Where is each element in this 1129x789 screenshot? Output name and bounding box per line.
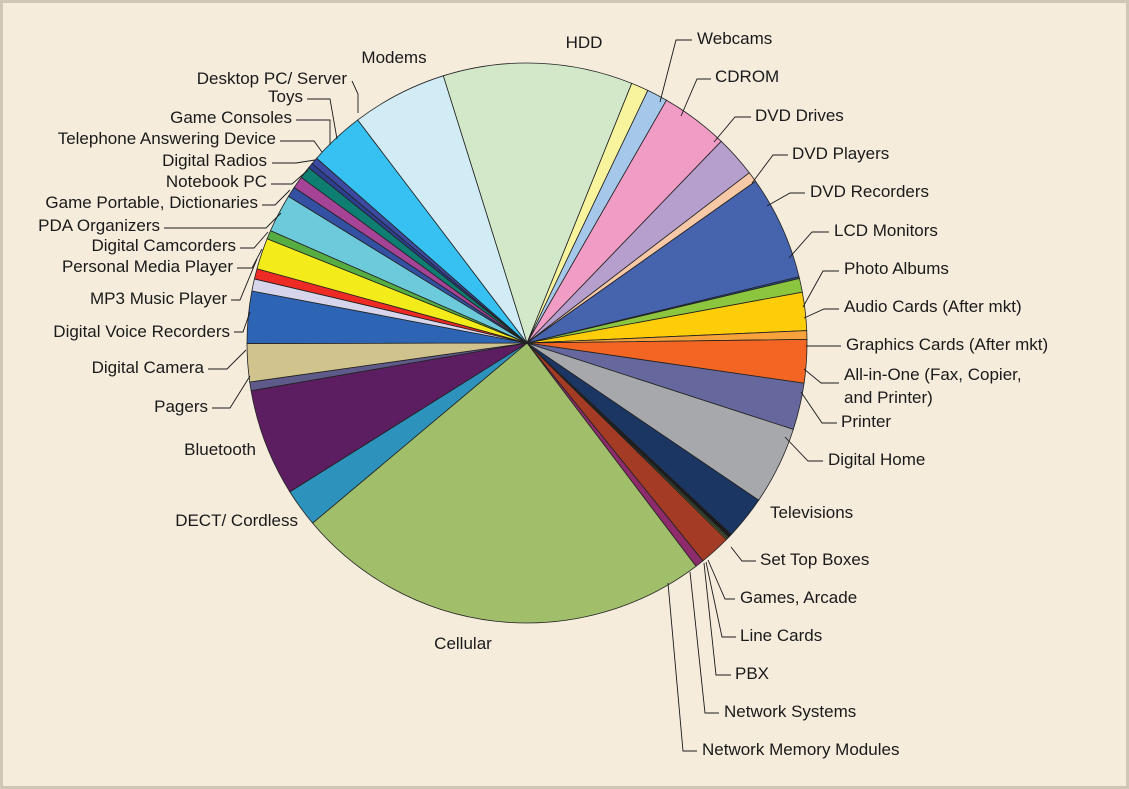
leader-line-digital-radios [272,159,316,164]
leader-line-toys [307,98,338,140]
leader-lines [164,39,841,752]
leader-line-digital-camera [208,349,247,370]
slice-label-modems: Modems [361,48,426,67]
slice-label-photo-albums: Photo Albums [844,259,949,278]
slice-labels: HDD Webcams CDROM DVD Drives DVD Players DVD … [38,29,1048,759]
slice-label-televisions: Televisions [770,503,853,522]
leader-line-game-portable-dictionaries [262,189,291,206]
slice-label-digital-home: Digital Home [828,450,925,469]
slice-label-pagers: Pagers [154,397,208,416]
leader-line-game-consoles [296,119,331,145]
leader-line-notebook-pc [271,169,309,185]
slice-hdd [442,62,633,345]
slice-label-printer: Printer [841,412,891,431]
leader-line-mp3-music-player [231,258,258,301]
slice-label-line-cards: Line Cards [740,626,822,645]
leader-line-printer [800,391,837,424]
leader-line-personal-media-player [237,248,263,269]
leader-line-audio-cards-after-mkt [803,308,839,319]
slice-label-dvd-recorders: DVD Recorders [810,182,929,201]
leader-line-dvd-players [751,154,788,184]
slice-label-lcd-monitors: LCD Monitors [834,221,938,240]
slice-label-mp3-music-player: MP3 Music Player [90,289,227,308]
slice-label-desktop-pc-server: Desktop PC/ Server [197,69,348,88]
leader-line-lcd-monitors [788,231,829,259]
slice-label-personal-media-player: Personal Media Player [62,257,233,276]
leader-line-webcams [659,39,692,103]
leader-line-pagers [212,375,251,409]
slice-label-set-top-boxes: Set Top Boxes [760,550,869,569]
slice-label-game-consoles: Game Consoles [170,108,292,127]
leader-line-network-systems [689,571,719,714]
pie-slices [246,62,808,624]
leader-line-digital-home [784,436,823,462]
slice-label-dvd-players: DVD Players [792,144,889,163]
leader-line-photo-albums [802,270,839,308]
leader-line-all-in-one-fax-copier-and-printer [803,368,839,384]
slice-label-dvd-drives: DVD Drives [755,106,844,125]
slice-label-dect-cordless: DECT/ Cordless [175,511,298,530]
slice-label-network-systems: Network Systems [724,702,856,721]
slice-label-cdrom: CDROM [715,67,779,86]
leader-line-line-cards [705,561,736,638]
leader-line-telephone-answering-device [280,140,323,153]
slice-label-telephone-answering-device: Telephone Answering Device [58,129,276,148]
slice-label-digital-camcorders: Digital Camcorders [91,236,236,255]
leader-line-network-memory-modules [667,582,697,752]
leader-line-desktop-pc-server [351,80,359,113]
slice-label-graphics-cards-after-mkt: Graphics Cards (After mkt) [846,335,1048,354]
leader-line-digital-voice-recorders [234,311,251,333]
leader-line-digital-camcorders [240,231,269,249]
slice-label-notebook-pc: Notebook PC [166,172,267,191]
slice-label-pda-organizers: PDA Organizers [38,216,160,235]
slice-cellular [312,342,697,624]
leader-line-pda-organizers [164,212,282,229]
slice-label-hdd: HDD [566,33,603,52]
slice-modems [357,75,528,344]
slice-label-webcams: Webcams [697,29,772,48]
leader-line-games-arcade [707,559,735,600]
slice-label-pbx: PBX [735,664,769,683]
leader-line-set-top-boxes [730,546,756,562]
slice-label-digital-voice-recorders: Digital Voice Recorders [53,322,230,341]
slice-label-network-memory-modules: Network Memory Modules [702,740,899,759]
slice-label-bluetooth: Bluetooth [184,440,256,459]
slice-label-all-in-one-fax-copier: All-in-One (Fax, Copier, [844,365,1022,384]
leader-line-pbx [703,562,731,676]
leader-line-dvd-drives [713,116,751,143]
slice-label-and-printer: and Printer) [844,388,933,407]
slice-label-digital-radios: Digital Radios [162,151,267,170]
leader-line-dvd-recorders [766,192,805,207]
slice-label-game-portable-dictionaries: Game Portable, Dictionaries [45,193,258,212]
leader-line-cdrom [680,78,711,117]
slice-label-toys: Toys [268,87,303,106]
slice-label-audio-cards-after-mkt: Audio Cards (After mkt) [844,297,1022,316]
slice-label-digital-camera: Digital Camera [92,358,205,377]
slice-label-cellular: Cellular [434,634,492,653]
slice-label-games-arcade: Games, Arcade [740,588,857,607]
